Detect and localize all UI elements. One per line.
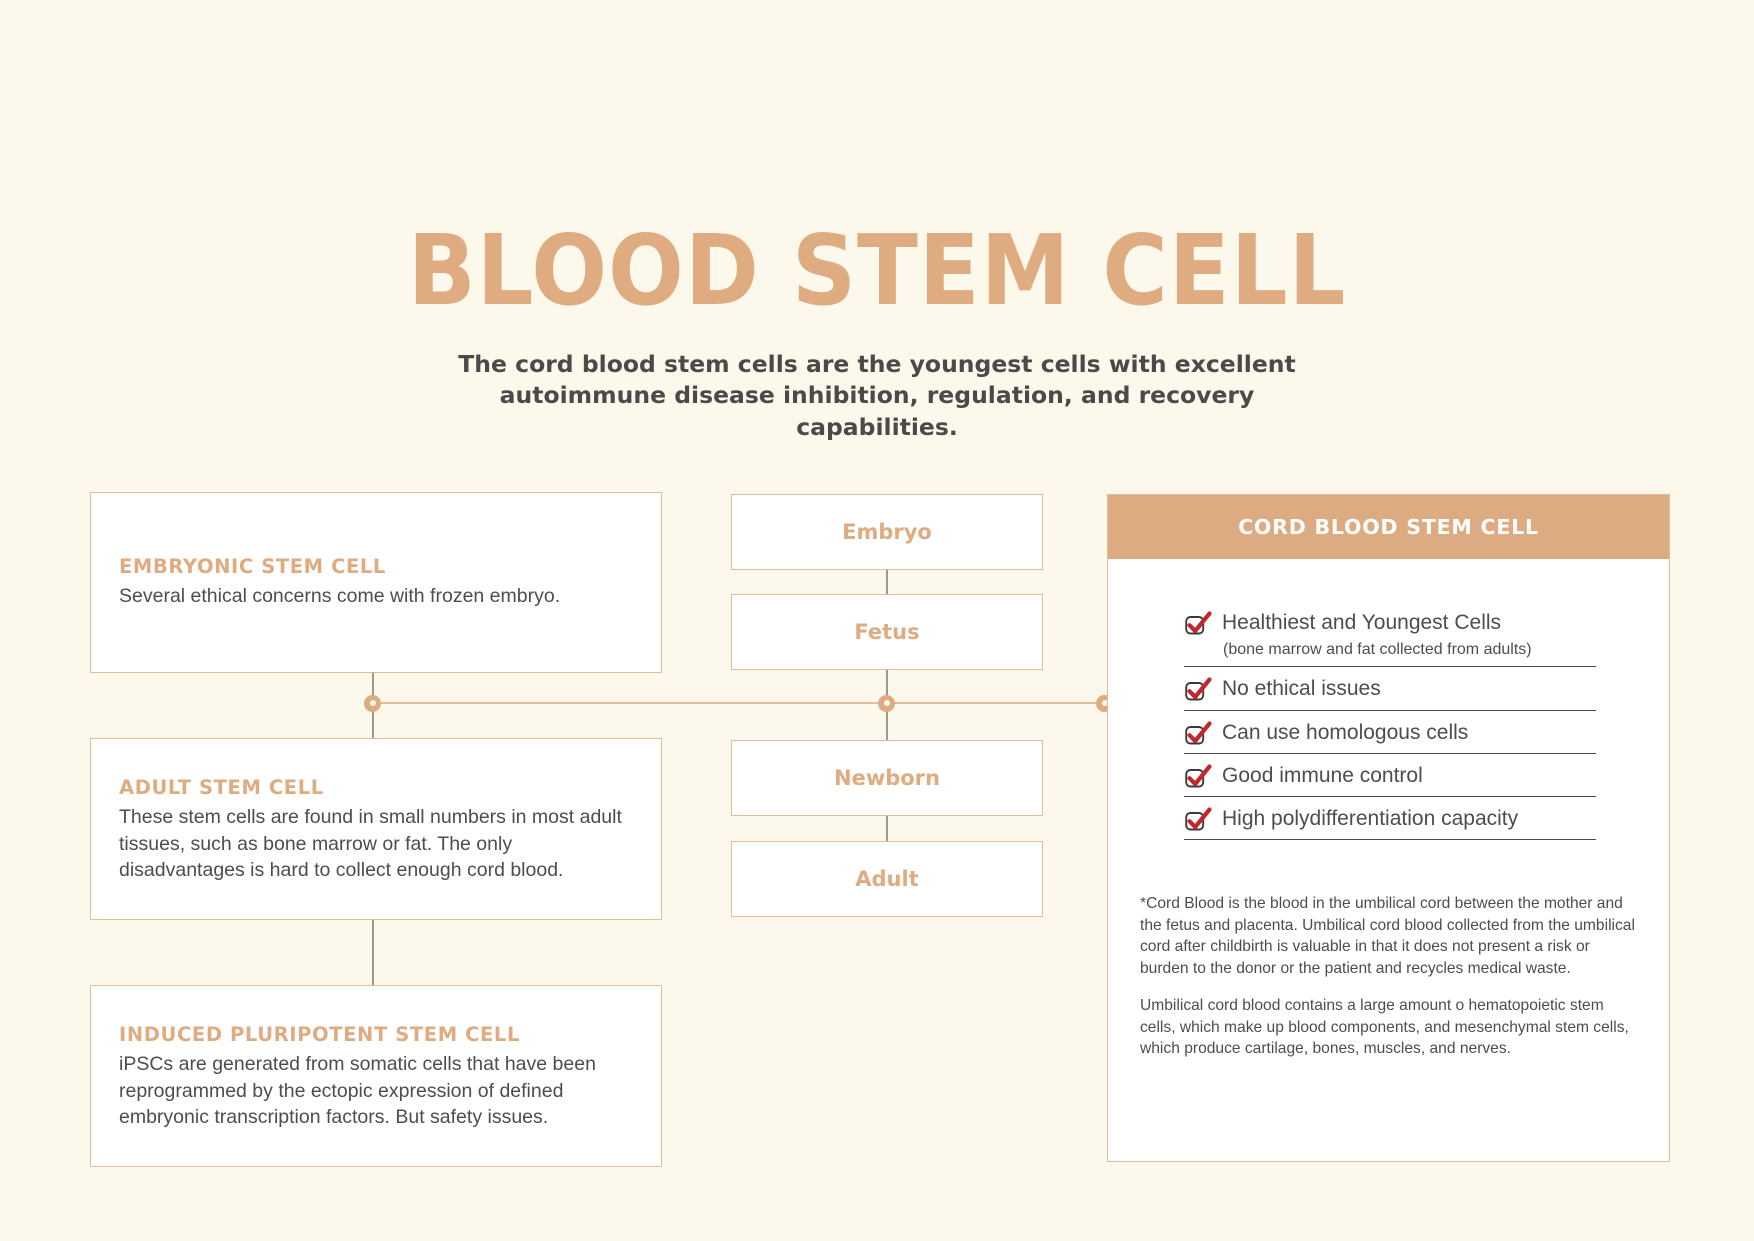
card-title: ADULT STEM CELL — [119, 776, 324, 799]
card-title: INDUCED PLURIPOTENT STEM CELL — [119, 1023, 520, 1046]
stage-label: Newborn — [834, 766, 940, 790]
note-paragraph: *Cord Blood is the blood in the umbilica… — [1140, 895, 1635, 977]
stage-box-adult: Adult — [731, 841, 1043, 917]
benefits-checklist: Healthiest and Youngest Cells (bone marr… — [1184, 610, 1596, 849]
stage-box-newborn: Newborn — [731, 740, 1043, 816]
checklist-label: Can use homologous cells — [1222, 720, 1469, 744]
checklist-label: Good immune control — [1222, 763, 1423, 787]
checklist-item: Good immune control — [1184, 763, 1596, 797]
checklist-item: Can use homologous cells — [1184, 720, 1596, 754]
checkmark-icon — [1184, 763, 1214, 790]
panel-header: CORD BLOOD STEM CELL — [1108, 495, 1669, 559]
card-title: EMBRYONIC STEM CELL — [119, 555, 386, 578]
page-title: BLOOD STEM CELL — [407, 214, 1347, 327]
checklist-sublabel: (bone marrow and fat collected from adul… — [1223, 641, 1532, 659]
connector-vertical-left-lower — [372, 920, 374, 985]
connector-node-middle — [878, 694, 895, 712]
checkmark-icon — [1184, 610, 1214, 637]
checklist-item: High polydifferentiation capacity — [1184, 806, 1596, 841]
stage-label: Fetus — [854, 620, 920, 644]
checklist-label: High polydifferentiation capacity — [1222, 807, 1519, 830]
card-body: These stem cells are found in small numb… — [119, 806, 622, 882]
stage-box-fetus: Fetus — [731, 594, 1043, 670]
panel-cord-blood-stem-cell: CORD BLOOD STEM CELL Healthiest and Youn… — [1107, 494, 1670, 1162]
stage-label: Adult — [855, 867, 919, 891]
panel-notes: *Cord Blood is the blood in the umbilica… — [1140, 893, 1640, 1060]
checklist-item: Healthiest and Youngest Cells (bone marr… — [1184, 610, 1596, 668]
connector-horizontal-timeline — [372, 702, 1113, 705]
note-paragraph: Umbilical cord blood contains a large am… — [1140, 997, 1629, 1058]
connector-vertical-stage-2-3 — [886, 816, 888, 841]
card-induced-pluripotent-stem-cell: INDUCED PLURIPOTENT STEM CELL iPSCs are … — [90, 985, 662, 1167]
page-subtitle: The cord blood stem cells are the younge… — [458, 350, 1296, 441]
card-content: EMBRYONIC STEM CELL Several ethical conc… — [119, 555, 637, 610]
stage-box-embryo: Embryo — [731, 494, 1043, 570]
card-embryonic-stem-cell: EMBRYONIC STEM CELL Several ethical conc… — [90, 492, 662, 673]
checklist-label: No ethical issues — [1222, 677, 1381, 701]
card-adult-stem-cell: ADULT STEM CELL These stem cells are fou… — [90, 738, 662, 920]
checkmark-icon — [1184, 806, 1214, 833]
card-body: iPSCs are generated from somatic cells t… — [119, 1053, 596, 1129]
stage-label: Embryo — [842, 520, 932, 544]
connector-vertical-stage-0-1 — [886, 570, 888, 594]
checkmark-icon — [1184, 720, 1214, 747]
card-content: ADULT STEM CELL These stem cells are fou… — [119, 776, 637, 884]
card-body: Several ethical concerns come with froze… — [119, 585, 561, 607]
panel-header-title: CORD BLOOD STEM CELL — [1238, 515, 1539, 539]
card-content: INDUCED PLURIPOTENT STEM CELL iPSCs are … — [119, 1023, 637, 1131]
checkmark-icon — [1184, 676, 1214, 703]
checklist-label: Healthiest and Youngest Cells — [1222, 611, 1502, 634]
checklist-item: No ethical issues — [1184, 676, 1596, 711]
connector-node-left — [364, 694, 381, 712]
